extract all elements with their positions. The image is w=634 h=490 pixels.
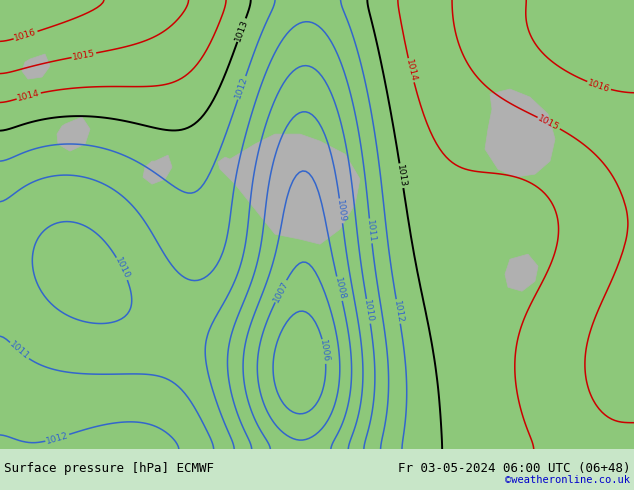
Text: 1009: 1009 [335, 199, 347, 223]
Text: Surface pressure [hPa] ECMWF: Surface pressure [hPa] ECMWF [4, 462, 214, 474]
Text: 1015: 1015 [536, 114, 561, 132]
Polygon shape [22, 54, 50, 79]
Text: 1013: 1013 [395, 164, 408, 188]
Text: Fr 03-05-2024 06:00 UTC (06+48): Fr 03-05-2024 06:00 UTC (06+48) [398, 462, 630, 474]
Text: 1012: 1012 [234, 75, 250, 100]
Text: 1011: 1011 [365, 219, 377, 243]
Text: 1010: 1010 [362, 299, 375, 323]
Text: ©weatheronline.co.uk: ©weatheronline.co.uk [505, 475, 630, 485]
Polygon shape [57, 117, 90, 151]
Polygon shape [485, 89, 555, 177]
Text: 1011: 1011 [8, 340, 31, 362]
Text: 1016: 1016 [13, 27, 38, 43]
Text: 1007: 1007 [271, 279, 290, 303]
Text: 1014: 1014 [404, 58, 418, 82]
Polygon shape [143, 155, 172, 184]
Text: 1013: 1013 [233, 18, 250, 43]
Polygon shape [505, 254, 538, 291]
Text: 1014: 1014 [16, 89, 41, 103]
Polygon shape [218, 134, 360, 244]
Text: 1010: 1010 [113, 256, 131, 281]
Text: 1012: 1012 [45, 431, 70, 445]
Text: 1008: 1008 [333, 276, 346, 301]
Text: 1006: 1006 [318, 340, 331, 364]
Text: 1015: 1015 [72, 49, 96, 62]
Text: 1016: 1016 [586, 78, 611, 94]
Text: 1012: 1012 [392, 299, 404, 323]
Polygon shape [287, 187, 308, 207]
